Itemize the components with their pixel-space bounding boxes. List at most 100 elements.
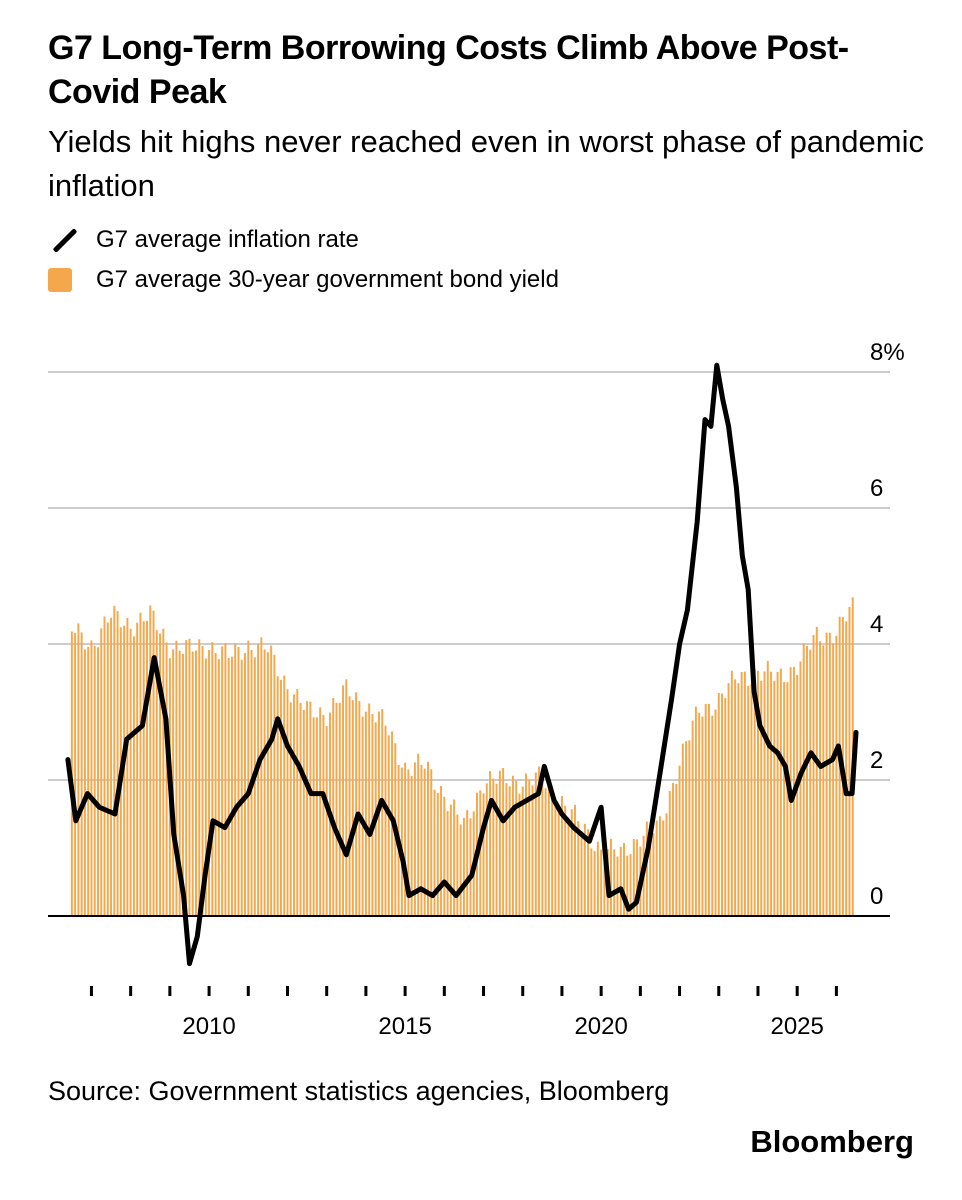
bar-month-81 xyxy=(335,702,338,916)
bar-month-25 xyxy=(152,610,155,916)
bar-month-103 xyxy=(407,769,410,916)
bar-month-181 xyxy=(662,820,665,916)
bar-month-202 xyxy=(730,670,733,916)
bar-month-165 xyxy=(609,838,612,916)
bar-month-18 xyxy=(129,628,132,916)
bar-month-97 xyxy=(387,735,390,916)
bar-month-96 xyxy=(384,725,387,916)
y-tick-label-8: 8% xyxy=(870,339,905,366)
bar-month-101 xyxy=(400,767,403,916)
bar-month-62 xyxy=(273,654,276,916)
bar-month-215 xyxy=(773,680,776,916)
bar-month-29 xyxy=(165,642,168,916)
bar-month-133 xyxy=(505,783,508,916)
bar-month-50 xyxy=(234,643,237,916)
bar-month-224 xyxy=(802,643,805,916)
bar-month-56 xyxy=(253,657,256,916)
bar-month-141 xyxy=(531,785,534,916)
bar-month-9 xyxy=(100,628,103,916)
source-note: Source: Government statistics agencies, … xyxy=(48,1076,670,1106)
bar-month-65 xyxy=(283,675,286,916)
bar-month-68 xyxy=(293,694,295,916)
y-tick-label-0: 0 xyxy=(870,883,883,910)
bar-month-12 xyxy=(110,617,113,916)
bar-month-8 xyxy=(97,647,99,916)
bar-month-161 xyxy=(596,841,599,916)
bar-month-129 xyxy=(492,778,495,916)
bar-month-125 xyxy=(479,790,482,916)
bar-month-35 xyxy=(185,640,188,916)
bar-month-54 xyxy=(247,640,250,916)
bar-month-46 xyxy=(221,646,224,916)
bar-month-138 xyxy=(521,786,524,916)
bar-month-211 xyxy=(760,680,763,916)
bar-month-195 xyxy=(707,703,710,916)
bar-month-230 xyxy=(822,645,825,916)
bar-month-61 xyxy=(270,645,273,916)
bar-month-67 xyxy=(289,702,292,916)
bar-month-228 xyxy=(815,626,818,916)
bar-month-216 xyxy=(776,671,779,916)
bar-month-198 xyxy=(717,693,720,916)
bar-month-2 xyxy=(77,623,80,916)
bar-month-75 xyxy=(315,717,318,916)
bar-month-196 xyxy=(711,715,714,916)
bar-month-14 xyxy=(116,610,119,916)
bar-month-69 xyxy=(296,689,299,916)
bar-month-72 xyxy=(306,701,309,916)
bar-month-199 xyxy=(721,693,724,916)
bar-month-44 xyxy=(214,652,217,916)
bar-month-213 xyxy=(766,660,769,916)
bar-month-51 xyxy=(237,647,240,916)
bar-month-66 xyxy=(286,689,289,916)
bar-month-37 xyxy=(191,651,194,916)
bar-month-182 xyxy=(665,813,668,916)
x-tick-label-2025: 2025 xyxy=(770,1013,823,1040)
x-tick-label-2010: 2010 xyxy=(182,1013,235,1040)
bar-month-156 xyxy=(580,831,583,916)
bar-month-194 xyxy=(704,703,707,916)
bar-month-186 xyxy=(678,765,681,916)
bar-month-178 xyxy=(652,833,655,916)
bar-month-128 xyxy=(489,771,492,916)
chart-title: G7 Long-Term Borrowing Costs Climb Above… xyxy=(48,29,849,111)
bar-month-117 xyxy=(453,799,456,916)
bar-month-88 xyxy=(358,701,361,916)
bar-month-232 xyxy=(828,632,831,916)
bar-month-197 xyxy=(714,709,717,916)
bar-month-90 xyxy=(364,711,367,916)
bar-month-214 xyxy=(770,671,773,916)
bar-month-163 xyxy=(603,859,606,916)
bar-month-47 xyxy=(224,643,227,916)
bar-month-132 xyxy=(502,767,505,916)
bar-month-238 xyxy=(848,606,851,916)
bar-month-42 xyxy=(208,650,211,916)
inflation-series-line xyxy=(65,362,859,967)
bar-month-142 xyxy=(534,772,537,916)
bar-month-188 xyxy=(685,741,688,916)
bar-month-212 xyxy=(763,671,766,916)
bar-month-121 xyxy=(466,810,469,916)
y-tick-label-2: 2 xyxy=(870,747,883,774)
bar-month-162 xyxy=(600,849,603,916)
bar-month-183 xyxy=(668,791,671,916)
bar-month-217 xyxy=(779,668,782,916)
bar-month-28 xyxy=(162,628,165,916)
bar-month-87 xyxy=(355,692,358,916)
bar-month-191 xyxy=(694,706,697,916)
bar-month-3 xyxy=(80,632,83,916)
bar-month-34 xyxy=(181,653,184,916)
legend-label-inflation: G7 average inflation rate xyxy=(96,226,359,253)
bar-month-27 xyxy=(159,633,162,916)
bar-month-83 xyxy=(342,685,345,916)
bar-month-169 xyxy=(623,842,625,916)
bar-month-127 xyxy=(485,783,488,916)
bar-month-229 xyxy=(819,641,822,916)
bar-month-120 xyxy=(462,817,465,916)
bar-month-64 xyxy=(279,679,282,916)
bar-month-137 xyxy=(518,793,521,916)
bar-month-80 xyxy=(332,697,335,916)
bar-month-82 xyxy=(338,702,341,916)
bar-month-105 xyxy=(413,762,416,916)
legend-label-yield: G7 average 30-year government bond yield xyxy=(96,266,559,293)
